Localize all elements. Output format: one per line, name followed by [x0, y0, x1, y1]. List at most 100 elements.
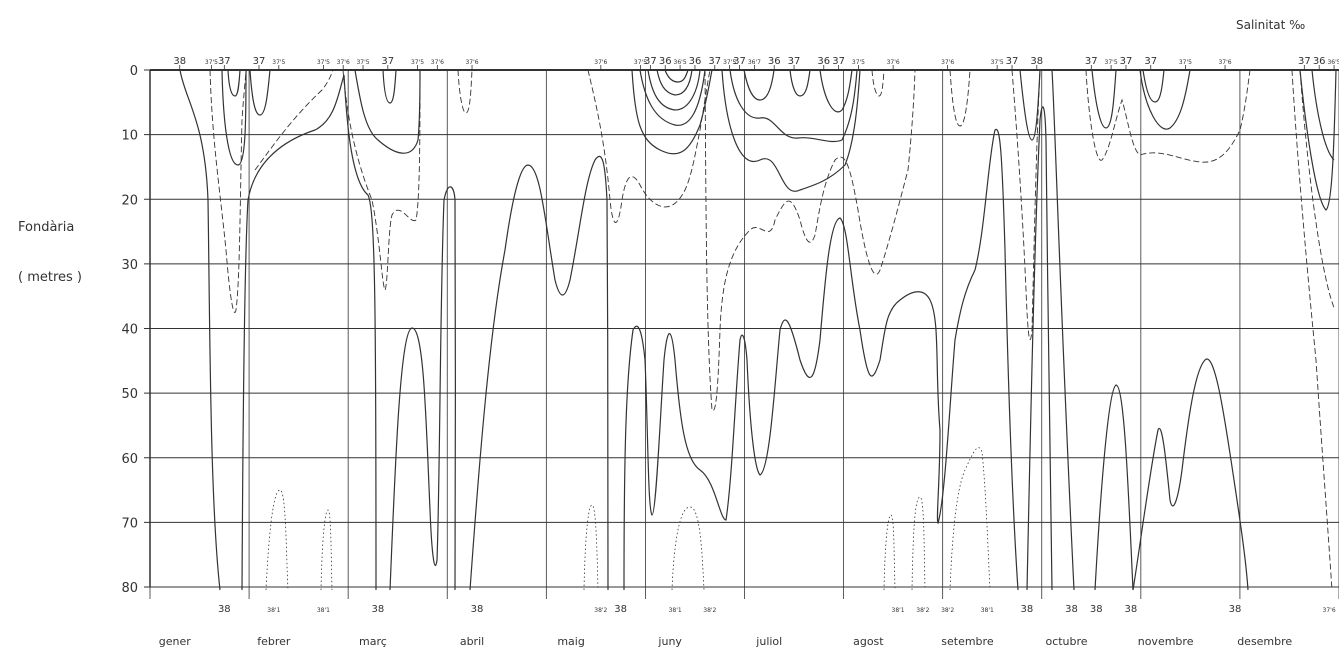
y-tick-label: 70 — [121, 516, 138, 531]
isohaline-37-juliol — [721, 69, 861, 192]
isohaline-37-6-setembre — [949, 69, 971, 127]
isohaline-37-5-novembre — [1085, 69, 1251, 163]
contour-label-top: 37'5 — [634, 59, 647, 66]
month-label: octubre — [1045, 635, 1087, 648]
contour-label-bottom: 38 — [471, 604, 484, 615]
isohaline-37-6-desembre-b — [1299, 69, 1336, 311]
month-label: gener — [159, 635, 191, 648]
isohaline-37-octubre — [1019, 69, 1041, 141]
contour-label-top: 37'5 — [1105, 59, 1118, 66]
isohaline-37-5-marc — [354, 69, 421, 154]
isohaline-38-juny — [623, 217, 941, 591]
isohaline-38-1-agost — [883, 514, 896, 591]
contour-label-bottom: 38'2 — [941, 607, 954, 614]
isohaline-38-novembre — [1094, 384, 1134, 591]
contour-label-top: 38 — [173, 56, 186, 67]
contour-label-top: 36 — [1313, 56, 1326, 67]
isohaline-36-novembre — [1142, 69, 1165, 103]
month-label: setembre — [941, 635, 994, 648]
contour-label-top: 37'5 — [852, 59, 865, 66]
contour-label-top: 37'5 — [411, 59, 424, 66]
isohaline-38-setembre — [936, 128, 1019, 591]
y-tick-label: 80 — [121, 581, 138, 596]
contour-label-top: 37'6 — [594, 59, 607, 66]
y-tick-label: 20 — [121, 193, 138, 208]
contour-label-top: 37 — [381, 56, 394, 67]
grid-layer: 0 10 20 30 40 50 60 70 80 gener febrer març abril mai… — [121, 64, 1339, 648]
contour-label-top: 37 — [1006, 56, 1019, 67]
contour-label-bottom: 38 — [1065, 604, 1078, 615]
y-tick-label: 0 — [130, 64, 138, 79]
y-axis-title-line1: Fondària — [18, 220, 75, 235]
contour-label-top: 37 — [218, 56, 231, 67]
isohaline-37-5-juny — [704, 69, 916, 412]
isohaline-38-1-juny — [671, 506, 705, 591]
month-label: juny — [657, 635, 682, 648]
isohaline-36-7-juny — [639, 69, 706, 126]
contour-label-bottom: 38'1 — [981, 607, 994, 614]
contour-label-top: 37 — [708, 56, 721, 67]
isohaline-contours — [179, 69, 1337, 591]
isohaline-37-juny — [631, 69, 713, 155]
contour-label-bottom: 38'2 — [916, 607, 929, 614]
contour-label-bottom: 38'2 — [703, 607, 716, 614]
contour-label-top: 37'5 — [723, 59, 736, 66]
isohaline-37-novembre-b — [1139, 69, 1191, 130]
contour-label-bottom: 38 — [1125, 604, 1138, 615]
month-label: maig — [557, 635, 585, 648]
isohaline-37-6-maig — [587, 69, 711, 223]
contour-label-bottom: 38 — [1229, 604, 1242, 615]
contour-label-top: 36 — [689, 56, 702, 67]
month-label: març — [359, 635, 387, 648]
contour-label-top: 38 — [1030, 56, 1043, 67]
contour-label-bottom: 38'1 — [669, 607, 682, 614]
contour-label-bottom: 38'1 — [267, 607, 280, 614]
isohaline-38-novembre-b — [1132, 358, 1249, 591]
contour-label-top: 36 — [817, 56, 830, 67]
month-label: juliol — [755, 635, 782, 648]
isohaline-36-juny-inner — [664, 69, 689, 83]
contour-label-top: 37 — [1120, 56, 1133, 67]
contour-label-top: 37'6 — [887, 59, 900, 66]
contour-label-top: 36'5 — [674, 59, 687, 66]
y-tick-label: 50 — [121, 387, 138, 402]
isohaline-36-5-juny — [656, 69, 693, 96]
isohaline-37-novembre — [1091, 69, 1117, 129]
isohaline-38-gener — [179, 69, 221, 591]
contour-label-top: 37'5 — [272, 59, 285, 66]
isohaline-36-juliol — [743, 69, 775, 101]
contour-label-top: 37 — [832, 56, 845, 67]
contour-label-top: 37'6 — [337, 59, 350, 66]
contour-label-top: 36 — [768, 56, 781, 67]
isohaline-37-8-abril — [457, 69, 473, 114]
isohaline-38-octubre-b — [1051, 69, 1075, 591]
isohaline-36-desembre — [1311, 69, 1335, 161]
isohaline-38-febrer — [241, 74, 345, 591]
isohaline-37-6-marc — [342, 69, 421, 291]
contour-label-top: 37 — [788, 56, 801, 67]
isohaline-37-febrer — [249, 69, 271, 116]
isohaline-36-5-juliol — [819, 69, 853, 113]
contour-label-top: 37'5 — [991, 59, 1004, 66]
contour-label-top: 36'7 — [748, 59, 761, 66]
contour-label-top: 37'5 — [205, 59, 218, 66]
isohaline-37-5-desembre — [1291, 69, 1333, 591]
contour-label-bottom: 38 — [614, 604, 627, 615]
contour-label-bottom: 38'1 — [892, 607, 905, 614]
month-label: novembre — [1138, 635, 1194, 648]
contour-label-top: 37'6 — [465, 59, 478, 66]
contour-label-top: 37'5 — [356, 59, 369, 66]
contour-label-top: 37 — [1298, 56, 1311, 67]
y-tick-label: 60 — [121, 452, 138, 467]
contour-label-top: 37'5 — [317, 59, 330, 66]
isohaline-37-5-febrer — [254, 69, 334, 171]
y-tick-label: 40 — [121, 323, 138, 338]
contour-label-bottom: 38 — [218, 604, 231, 615]
isohaline-38-maig — [469, 155, 609, 591]
contour-label-top: 37 — [733, 56, 746, 67]
contour-label-top: 36'5 — [1327, 59, 1339, 66]
month-label: abril — [460, 635, 484, 648]
month-label: agost — [853, 635, 884, 648]
month-label: febrer — [257, 635, 291, 648]
isohaline-38-1-febrer — [265, 489, 289, 591]
